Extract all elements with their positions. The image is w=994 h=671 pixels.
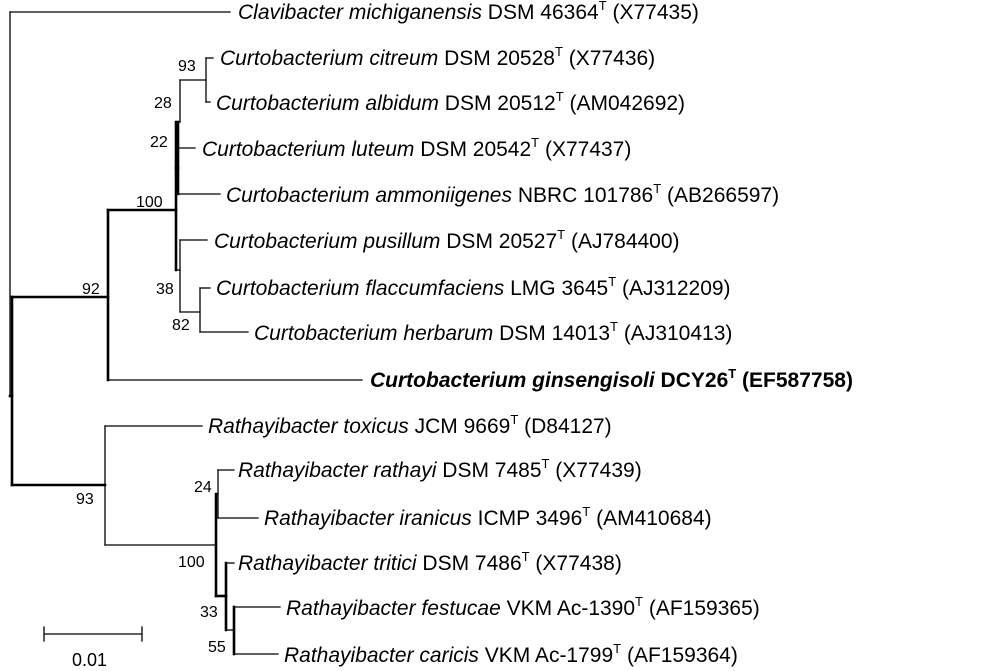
taxon-label-toxicus: Rathayibacter toxicus JCM 9669T (D84127) [208,412,612,438]
bootstrap-value: 38 [156,281,174,298]
bootstrap-value: 82 [172,317,190,334]
taxon-label-rathayi: Rathayibacter rathayi DSM 7485T (X77439) [238,456,642,482]
scale-bar-line [43,626,143,642]
bootstrap-value: 93 [178,58,196,75]
taxon-label-pusillum: Curtobacterium pusillum DSM 20527T (AJ78… [214,227,680,253]
bootstrap-value: 100 [136,194,163,211]
taxon-label-ammoniigenes: Curtobacterium ammoniigenes NBRC 101786T… [226,181,779,207]
taxon-label-herbarum: Curtobacterium herbarum DSM 14013T (AJ31… [254,319,732,345]
taxon-label-flaccumfaciens: Curtobacterium flaccumfaciens LMG 3645T … [216,274,731,300]
bootstrap-value: 92 [82,281,100,298]
scale-bar: 0.01 [43,626,143,670]
taxon-label-caricis: Rathayibacter caricis VKM Ac-1799T (AF15… [284,641,738,667]
bootstrap-value: 93 [76,491,94,508]
bootstrap-value: 28 [154,95,172,112]
taxon-label-iranicus: Rathayibacter iranicus ICMP 3496T (AM410… [264,504,712,530]
scale-bar-label: 0.01 [72,650,107,670]
taxon-label-clavibacter: Clavibacter michiganensis DSM 46364T (X7… [238,0,699,24]
taxon-labels: Clavibacter michiganensis DSM 46364T (X7… [202,0,853,667]
taxon-label-citreum: Curtobacterium citreum DSM 20528T (X7743… [220,44,655,70]
bootstrap-value: 22 [150,134,168,151]
bootstrap-values: 93 28 22 100 92 38 82 93 24 100 33 55 [76,58,226,656]
tree-branches [8,11,363,656]
taxon-label-ginsengisoli: Curtobacterium ginsengisoli DCY26T (EF58… [370,366,853,392]
taxon-label-tritici: Rathayibacter tritici DSM 7486T (X77438) [238,549,622,575]
bootstrap-value: 55 [208,639,226,656]
taxon-label-albidum: Curtobacterium albidum DSM 20512T (AM042… [216,89,685,115]
taxon-label-festucae: Rathayibacter festucae VKM Ac-1390T (AF1… [286,594,760,620]
bootstrap-value: 100 [178,554,205,571]
bootstrap-value: 33 [200,604,218,621]
bootstrap-value: 24 [194,479,212,496]
taxon-label-luteum: Curtobacterium luteum DSM 20542T (X77437… [202,135,631,161]
